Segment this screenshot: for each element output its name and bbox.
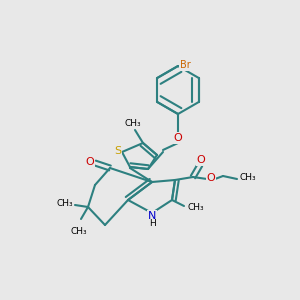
Text: Br: Br xyxy=(180,60,190,70)
Text: N: N xyxy=(148,211,156,221)
Text: H: H xyxy=(148,220,155,229)
Text: CH₃: CH₃ xyxy=(71,226,87,236)
Text: CH₃: CH₃ xyxy=(240,173,256,182)
Text: O: O xyxy=(196,155,206,165)
Text: O: O xyxy=(85,157,94,167)
Text: O: O xyxy=(207,173,215,183)
Text: CH₃: CH₃ xyxy=(188,203,204,212)
Text: CH₃: CH₃ xyxy=(125,118,141,127)
Text: O: O xyxy=(174,133,182,143)
Text: CH₃: CH₃ xyxy=(57,200,73,208)
Text: S: S xyxy=(114,146,122,156)
